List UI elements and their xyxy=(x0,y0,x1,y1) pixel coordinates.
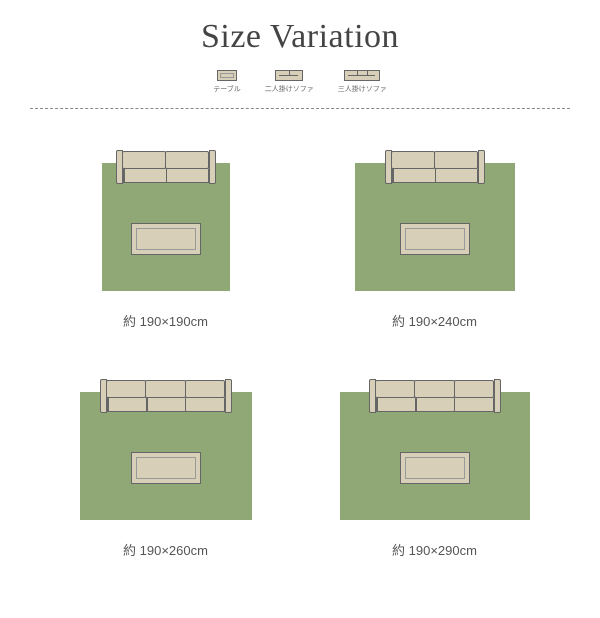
variant-grid: 約 190×190cm 約 190×240cm 約 190×260cm 約 190×2… xyxy=(0,119,600,559)
sofa-3seat xyxy=(107,380,225,412)
variant-caption: 約 190×260cm xyxy=(123,540,208,559)
table xyxy=(400,452,470,484)
sofa-3seat-icon xyxy=(347,70,377,81)
variant-cell: 約 190×290cm xyxy=(309,348,560,559)
variant-diagram xyxy=(325,362,545,532)
variant-diagram xyxy=(325,133,545,303)
table-icon xyxy=(217,70,237,81)
legend-label-table: テーブル xyxy=(213,84,241,94)
variant-cell: 約 190×260cm xyxy=(40,348,291,559)
legend-item-sofa3: 三人掛けソファ xyxy=(338,70,387,94)
sofa-2seat xyxy=(392,151,478,183)
sofa-2seat xyxy=(123,151,209,183)
legend-label-sofa2: 二人掛けソファ xyxy=(265,84,314,94)
page-title: Size Variation xyxy=(0,18,600,56)
legend-label-sofa3: 三人掛けソファ xyxy=(338,84,387,94)
table xyxy=(400,223,470,255)
variant-caption: 約 190×190cm xyxy=(123,311,208,330)
sofa-2seat-icon xyxy=(278,70,300,81)
variant-diagram xyxy=(56,133,276,303)
variant-cell: 約 190×240cm xyxy=(309,119,560,330)
table xyxy=(131,223,201,255)
legend: テーブル 二人掛けソファ 三人掛けソファ xyxy=(0,70,600,94)
legend-item-table: テーブル xyxy=(213,70,241,94)
variant-caption: 約 190×240cm xyxy=(392,311,477,330)
variant-cell: 約 190×190cm xyxy=(40,119,291,330)
variant-caption: 約 190×290cm xyxy=(392,540,477,559)
legend-item-sofa2: 二人掛けソファ xyxy=(265,70,314,94)
sofa-3seat xyxy=(376,380,494,412)
divider xyxy=(30,108,570,109)
table xyxy=(131,452,201,484)
variant-diagram xyxy=(56,362,276,532)
